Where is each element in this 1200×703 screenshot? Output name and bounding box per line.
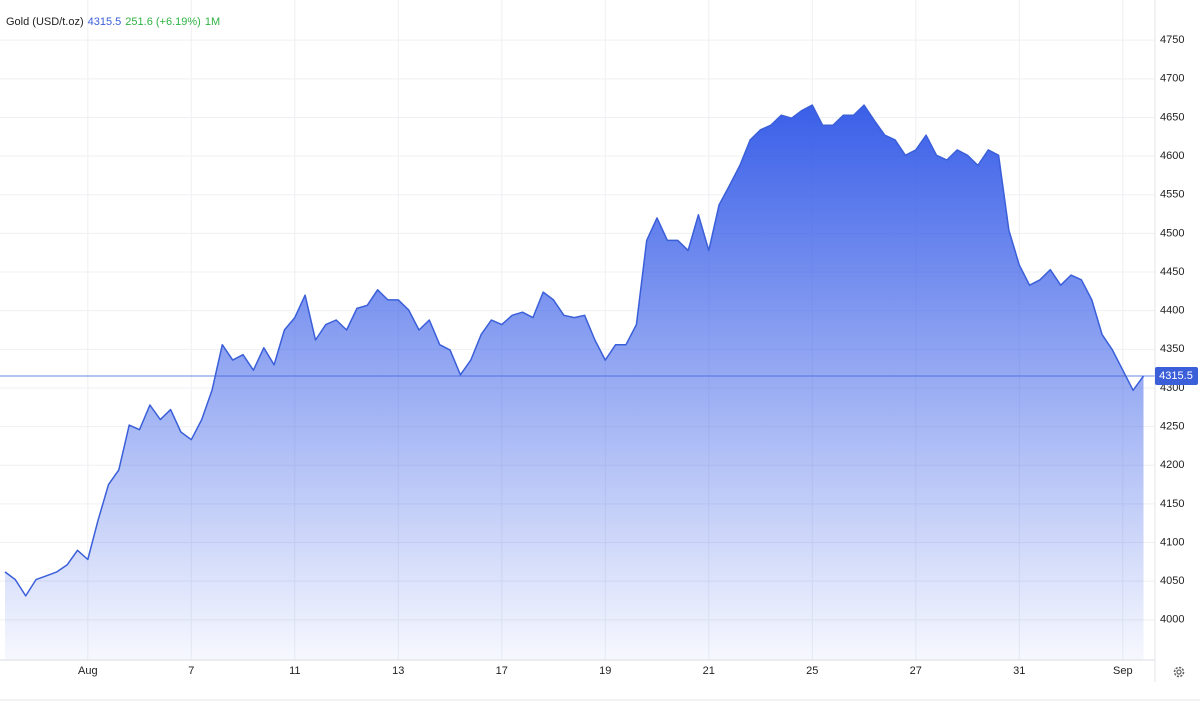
- symbol: Gold (USD/t.oz): [6, 16, 84, 28]
- y-tick-label: 4400: [1160, 305, 1184, 317]
- x-tick-label: 11: [289, 665, 300, 677]
- y-tick-label: 4750: [1160, 34, 1184, 46]
- x-tick-label: 27: [910, 665, 922, 677]
- y-tick-label: 4600: [1160, 150, 1184, 162]
- period[interactable]: 1M: [205, 16, 220, 28]
- last-price-label: 4315.5: [1159, 370, 1193, 382]
- axes: 4000405041004150420042504300435044004450…: [78, 34, 1198, 677]
- chart-title: Gold (USD/t.oz) 4315.5 251.6 (+6.19%) 1M: [6, 16, 220, 28]
- y-tick-label: 4500: [1160, 227, 1184, 239]
- x-tick-label: 17: [496, 665, 508, 677]
- settings-icon[interactable]: [1173, 666, 1185, 678]
- x-tick-label: 13: [392, 665, 404, 677]
- y-tick-label: 4550: [1160, 189, 1184, 201]
- last-price: 4315.5: [88, 16, 122, 28]
- y-tick-label: 4100: [1160, 536, 1184, 548]
- y-tick-label: 4250: [1160, 421, 1184, 433]
- y-tick-label: 4050: [1160, 575, 1184, 587]
- x-tick-label: Sep: [1113, 665, 1133, 677]
- y-tick-label: 4200: [1160, 459, 1184, 471]
- x-tick-label: 19: [599, 665, 611, 677]
- y-tick-label: 4150: [1160, 498, 1184, 510]
- change: 251.6 (+6.19%): [125, 16, 201, 28]
- y-tick-label: 4700: [1160, 73, 1184, 85]
- x-tick-label: 25: [806, 665, 818, 677]
- last-price-tag: [1155, 366, 1198, 385]
- x-tick-label: 7: [188, 665, 194, 677]
- x-tick-label: Aug: [78, 665, 98, 677]
- x-tick-label: 31: [1013, 665, 1025, 677]
- y-tick-label: 4350: [1160, 343, 1184, 355]
- y-tick-label: 4000: [1160, 614, 1184, 626]
- plot: [0, 104, 1155, 661]
- x-tick-label: 21: [703, 665, 715, 677]
- price-line: [4, 104, 1145, 597]
- area-fill: [5, 105, 1144, 661]
- y-tick-label: 4650: [1160, 111, 1184, 123]
- y-tick-label: 4450: [1160, 266, 1184, 278]
